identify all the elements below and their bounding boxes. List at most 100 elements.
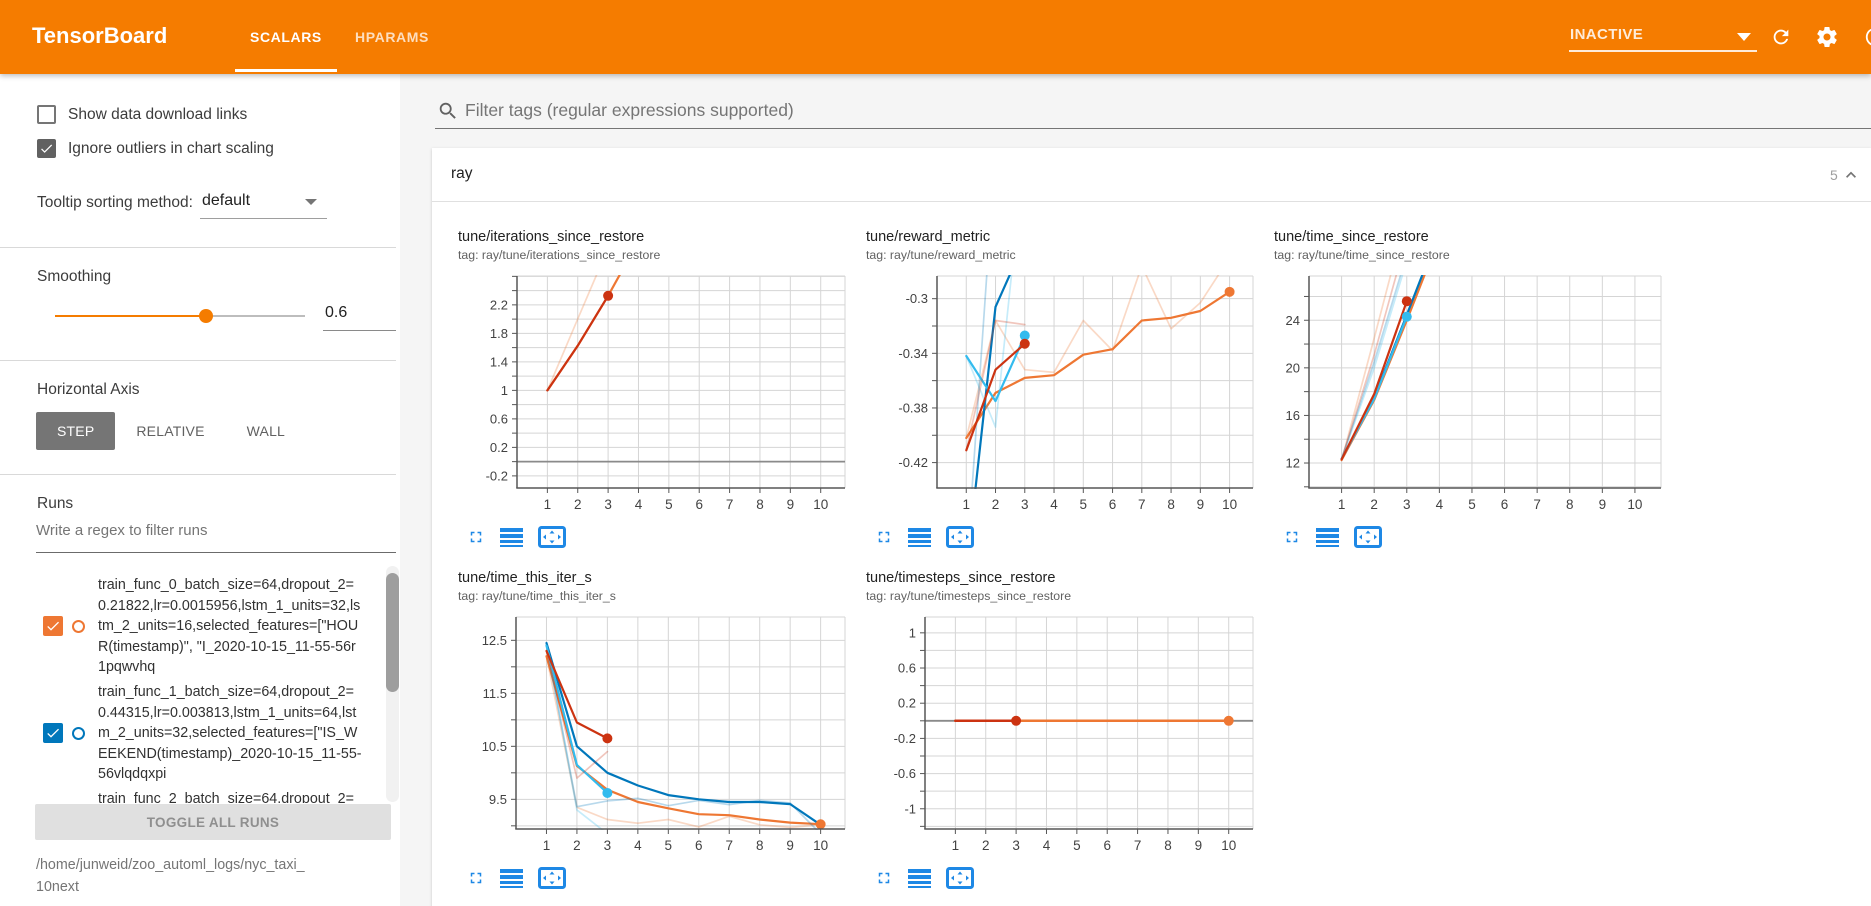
x-tick-label: 8 bbox=[756, 838, 764, 853]
chart-tag: tag: ray/tune/time_since_restore bbox=[1274, 248, 1450, 262]
x-tick-label: 7 bbox=[726, 497, 734, 512]
chart-plot[interactable]: -1 -0.6 -0.2 0.2 0.6 1 1 2 3 4 5 6 7 8 9 10 bbox=[848, 608, 1256, 855]
checkbox-show-download-links[interactable]: Show data download links bbox=[37, 105, 247, 124]
series-line bbox=[545, 655, 822, 829]
x-tick-label: 9 bbox=[786, 838, 794, 853]
tooltip-sorting-dropdown[interactable]: default bbox=[200, 192, 327, 219]
run-isolator-radio[interactable] bbox=[72, 619, 85, 633]
settings-button[interactable] bbox=[1815, 25, 1837, 47]
help-icon bbox=[1865, 28, 1871, 46]
chart-plot[interactable]: -0.2 0.2 0.6 1 1.4 1.8 2.2 1 2 3 4 5 6 7 8 9 10 bbox=[440, 267, 848, 514]
x-tick-label: 9 bbox=[1197, 497, 1205, 512]
sidebar: Show data download links Ignore outliers… bbox=[0, 74, 400, 906]
run-isolator-radio[interactable] bbox=[72, 726, 85, 740]
y-tick-label: 1 bbox=[909, 625, 916, 640]
x-tick-label: 7 bbox=[1533, 497, 1541, 512]
divider bbox=[0, 360, 396, 361]
smoothing-slider[interactable] bbox=[55, 306, 305, 326]
x-tick-label: 6 bbox=[1103, 838, 1111, 853]
x-tick-label: 6 bbox=[695, 497, 703, 512]
y-tick-label: 12.5 bbox=[482, 633, 507, 648]
view-data-table-icon[interactable] bbox=[500, 868, 523, 889]
y-tick-label: 1.8 bbox=[490, 326, 508, 341]
view-data-table-icon[interactable] bbox=[1316, 527, 1339, 548]
chart-title: tune/time_this_iter_s bbox=[458, 570, 592, 586]
view-data-table-icon[interactable] bbox=[500, 527, 523, 548]
series-end-dot bbox=[1019, 330, 1030, 341]
series-line bbox=[965, 275, 1013, 428]
axis-option-wall[interactable]: WALL bbox=[246, 423, 286, 439]
series-line bbox=[545, 650, 609, 779]
chart-plot[interactable]: -0.42 -0.38 -0.34 -0.3 1 2 3 4 5 6 7 8 9 10 bbox=[848, 267, 1256, 514]
x-tick-label: 2 bbox=[574, 497, 582, 512]
run-checkbox[interactable] bbox=[43, 616, 63, 637]
scalar-chart-tune-reward-metric: tune/reward_metric tag: ray/tune/reward_m… bbox=[848, 221, 1256, 562]
series-line bbox=[545, 649, 609, 740]
fit-domain-icon[interactable] bbox=[538, 867, 566, 889]
chart-plot[interactable]: 9.5 10.5 11.5 12.5 1 2 3 4 5 6 7 8 9 10 bbox=[440, 608, 848, 855]
toggle-all-runs-button[interactable]: TOGGLE ALL RUNS bbox=[35, 804, 391, 840]
axis-option-relative[interactable]: RELATIVE bbox=[136, 423, 205, 439]
help-button[interactable] bbox=[1864, 26, 1871, 48]
checkbox-ignore-outliers[interactable]: Ignore outliers in chart scaling bbox=[37, 139, 274, 158]
settings-gear-icon bbox=[1817, 27, 1837, 47]
series-line bbox=[1340, 275, 1402, 460]
series-end-dot bbox=[1401, 296, 1412, 307]
fit-domain-icon[interactable] bbox=[946, 867, 974, 889]
checkbox-checked[interactable] bbox=[37, 139, 56, 158]
x-tick-label: 8 bbox=[1167, 497, 1175, 512]
tab-scalars[interactable]: SCALARS bbox=[235, 0, 337, 74]
x-tick-label: 5 bbox=[1080, 497, 1088, 512]
status-dropdown[interactable]: INACTIVE bbox=[1569, 0, 1757, 74]
chart-toolbar bbox=[1283, 526, 1664, 548]
chart-tag: tag: ray/tune/reward_metric bbox=[866, 248, 1016, 262]
dropdown-caret-icon bbox=[1737, 33, 1751, 41]
series-end-dot bbox=[1011, 715, 1022, 726]
tag-group-header[interactable]: ray 5 bbox=[432, 148, 1871, 202]
expand-chart-icon[interactable] bbox=[875, 528, 893, 546]
tooltip-sorting-value: default bbox=[202, 192, 251, 209]
expand-chart-icon[interactable] bbox=[1283, 528, 1301, 546]
series-line bbox=[545, 641, 822, 826]
series-line bbox=[545, 644, 609, 795]
smoothing-slider-thumb[interactable] bbox=[199, 309, 214, 323]
x-tick-label: 6 bbox=[1109, 497, 1117, 512]
view-data-table-icon[interactable] bbox=[908, 868, 931, 889]
chart-tag: tag: ray/tune/timesteps_since_restore bbox=[866, 589, 1072, 603]
tag-filter-input[interactable]: Filter tags (regular expressions support… bbox=[435, 94, 1871, 130]
runs-scrollbar-thumb[interactable] bbox=[386, 573, 399, 692]
y-tick-label: 0.6 bbox=[490, 411, 508, 426]
chevron-up-icon[interactable] bbox=[1841, 165, 1861, 185]
x-tick-label: 8 bbox=[1164, 838, 1172, 853]
checkbox-unchecked[interactable] bbox=[37, 105, 56, 124]
scalar-chart-tune-time-since-restore: tune/time_since_restore tag: ray/tune/tim… bbox=[1256, 221, 1664, 562]
expand-chart-icon[interactable] bbox=[467, 869, 485, 887]
expand-chart-icon[interactable] bbox=[467, 528, 485, 546]
run-item: train_func_2_batch_size=64,dropout_2= bbox=[0, 787, 400, 803]
series-line bbox=[1340, 275, 1404, 460]
x-tick-label: 9 bbox=[1195, 838, 1203, 853]
run-name: train_func_2_batch_size=64,dropout_2= bbox=[98, 790, 354, 803]
run-checkbox[interactable] bbox=[43, 723, 63, 744]
run-item: train_func_1_batch_size=64,dropout_2=0.4… bbox=[0, 680, 400, 787]
expand-chart-icon[interactable] bbox=[875, 869, 893, 887]
x-tick-label: 4 bbox=[634, 838, 642, 853]
fit-domain-icon[interactable] bbox=[946, 526, 974, 548]
divider bbox=[0, 247, 396, 248]
tab-hparams[interactable]: HPARAMS bbox=[355, 29, 429, 45]
refresh-button[interactable] bbox=[1770, 26, 1792, 48]
fit-domain-icon[interactable] bbox=[538, 526, 566, 548]
axis-option-step[interactable]: STEP bbox=[36, 412, 116, 450]
y-tick-label: 1 bbox=[501, 383, 508, 398]
series-end-dot bbox=[602, 787, 613, 798]
x-tick-label: 1 bbox=[543, 838, 551, 853]
runs-filter-placeholder: Write a regex to filter runs bbox=[36, 522, 208, 539]
view-data-table-icon[interactable] bbox=[908, 527, 931, 548]
series-line bbox=[965, 275, 1220, 439]
chart-toolbar bbox=[875, 867, 1256, 889]
series-end-dot bbox=[1224, 286, 1235, 297]
fit-domain-icon[interactable] bbox=[1354, 526, 1382, 548]
smoothing-value-input[interactable]: 0.6 bbox=[315, 304, 396, 331]
runs-filter-input[interactable]: Write a regex to filter runs bbox=[36, 522, 396, 553]
